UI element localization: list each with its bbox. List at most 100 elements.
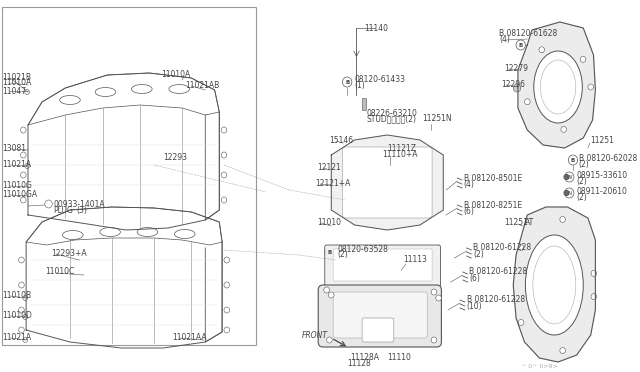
Text: 11128: 11128 (347, 359, 371, 369)
Circle shape (324, 247, 334, 257)
Text: 11113: 11113 (403, 256, 427, 264)
Text: 13081: 13081 (2, 144, 26, 153)
Text: (1): (1) (355, 80, 365, 90)
Circle shape (221, 127, 227, 133)
Circle shape (516, 40, 525, 50)
Text: 11047: 11047 (2, 87, 26, 96)
Text: 12279: 12279 (504, 64, 528, 73)
Circle shape (561, 126, 566, 132)
Circle shape (19, 327, 24, 333)
Text: (3): (3) (77, 205, 88, 215)
Ellipse shape (525, 235, 583, 335)
Text: 11128A: 11128A (350, 353, 379, 362)
Circle shape (568, 155, 578, 165)
Text: (2): (2) (338, 250, 349, 260)
Text: 11251: 11251 (590, 135, 614, 144)
Text: 11010A: 11010A (2, 77, 31, 87)
Circle shape (25, 90, 29, 94)
Text: 08915-33610: 08915-33610 (577, 170, 628, 180)
Circle shape (326, 337, 332, 343)
FancyBboxPatch shape (333, 292, 428, 338)
Text: 11021B: 11021B (2, 73, 31, 81)
Circle shape (580, 57, 586, 62)
Text: 11110: 11110 (387, 353, 411, 362)
Text: 12121: 12121 (317, 163, 341, 171)
Text: FRONT: FRONT (301, 331, 328, 340)
Text: 08120-63528: 08120-63528 (338, 244, 388, 253)
Bar (2, 7, 256, 345)
Text: B 08120-8251E: B 08120-8251E (464, 201, 522, 209)
Ellipse shape (95, 87, 116, 96)
Text: 11010GA: 11010GA (2, 189, 37, 199)
Text: B 08120-61228: B 08120-61228 (473, 244, 531, 253)
Circle shape (591, 270, 596, 276)
Bar (362, 98, 366, 110)
Text: STUDスタッド(2): STUDスタッド(2) (367, 115, 417, 124)
Text: 11010G: 11010G (2, 180, 32, 189)
Text: ^ 0^ 0>9>: ^ 0^ 0>9> (521, 364, 557, 369)
Circle shape (224, 307, 230, 313)
Text: 08120-61433: 08120-61433 (355, 74, 406, 83)
Text: (2): (2) (577, 176, 588, 186)
Text: B: B (518, 42, 523, 48)
Circle shape (518, 320, 524, 326)
Circle shape (591, 294, 596, 299)
Text: 11021AA: 11021AA (173, 333, 207, 341)
Circle shape (221, 152, 227, 158)
Text: B 08120-8501E: B 08120-8501E (464, 173, 522, 183)
Polygon shape (518, 22, 595, 148)
Text: 00933-1401A: 00933-1401A (53, 199, 105, 208)
Ellipse shape (534, 51, 582, 123)
Circle shape (19, 307, 24, 313)
Circle shape (20, 172, 26, 178)
Circle shape (224, 327, 230, 333)
Text: AT: AT (524, 218, 534, 227)
Text: B: B (571, 157, 575, 163)
Text: 11021AB: 11021AB (185, 80, 219, 90)
Circle shape (23, 295, 28, 301)
Text: 11110+A: 11110+A (383, 150, 418, 158)
Text: PLUG: PLUG (53, 205, 73, 215)
Text: W: W (566, 174, 572, 180)
Text: 08911-20610: 08911-20610 (577, 186, 628, 196)
Text: 11010B: 11010B (2, 291, 31, 299)
Ellipse shape (137, 228, 157, 237)
Circle shape (560, 217, 566, 222)
Text: (2): (2) (577, 192, 588, 202)
Ellipse shape (60, 96, 80, 105)
Text: (6): (6) (464, 206, 475, 215)
Circle shape (221, 197, 227, 203)
Circle shape (564, 188, 574, 198)
Circle shape (324, 287, 330, 293)
Text: 11021A: 11021A (2, 333, 31, 341)
Text: 11010A: 11010A (161, 70, 191, 78)
Circle shape (20, 152, 26, 158)
Circle shape (23, 314, 28, 320)
Text: 11010C: 11010C (45, 267, 74, 276)
Text: 11021A: 11021A (2, 160, 31, 169)
Text: (4): (4) (499, 35, 510, 44)
Circle shape (436, 295, 442, 301)
Circle shape (20, 197, 26, 203)
Circle shape (564, 174, 569, 180)
Ellipse shape (540, 60, 576, 114)
Text: 12293+A: 12293+A (51, 248, 87, 257)
Text: (10): (10) (467, 301, 482, 311)
Circle shape (431, 337, 436, 343)
FancyBboxPatch shape (362, 318, 394, 342)
Ellipse shape (169, 84, 189, 93)
FancyBboxPatch shape (333, 249, 432, 281)
Text: (2): (2) (473, 250, 484, 259)
Circle shape (588, 84, 593, 90)
Circle shape (342, 77, 352, 87)
Text: 11140: 11140 (364, 23, 388, 32)
Text: 11251: 11251 (504, 218, 528, 227)
Text: B 08120-61228: B 08120-61228 (469, 267, 527, 276)
Circle shape (25, 164, 29, 169)
Text: 11121Z: 11121Z (387, 144, 416, 153)
Polygon shape (332, 135, 444, 230)
Circle shape (20, 127, 26, 133)
Text: B: B (327, 250, 332, 254)
Circle shape (525, 99, 530, 105)
Text: B 08120-61228: B 08120-61228 (467, 295, 525, 305)
